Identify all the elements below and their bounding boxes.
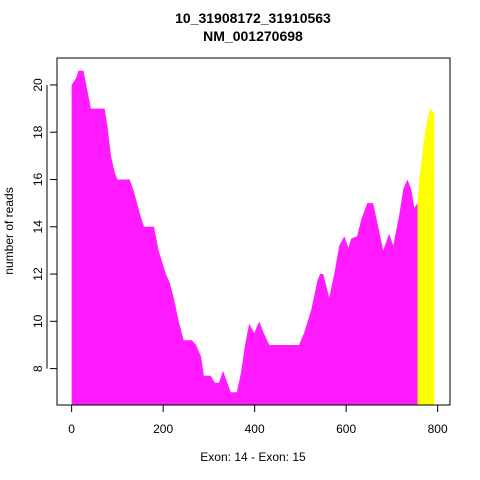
x-tick-label: 200 [153, 422, 173, 436]
y-tick-label: 14 [31, 220, 45, 234]
y-tick-label: 18 [31, 125, 45, 139]
y-tick-label: 16 [31, 173, 45, 187]
x-tick-label: 600 [336, 422, 356, 436]
area [417, 108, 435, 405]
chart-title: 10_31908172_31910563 [175, 10, 331, 26]
x-tick-label: 400 [245, 422, 265, 436]
y-tick-label: 20 [31, 78, 45, 92]
x-tick-label: 800 [428, 422, 448, 436]
chart-subtitle: NM_001270698 [203, 28, 303, 44]
y-axis-label: number of reads [2, 187, 16, 274]
x-tick-label: 0 [68, 422, 75, 436]
area [71, 70, 418, 405]
y-tick-label: 8 [31, 365, 45, 372]
y-tick-label: 12 [31, 267, 45, 281]
y-tick-label: 10 [31, 314, 45, 328]
x-axis-label: Exon: 14 - Exon: 15 [200, 450, 306, 464]
